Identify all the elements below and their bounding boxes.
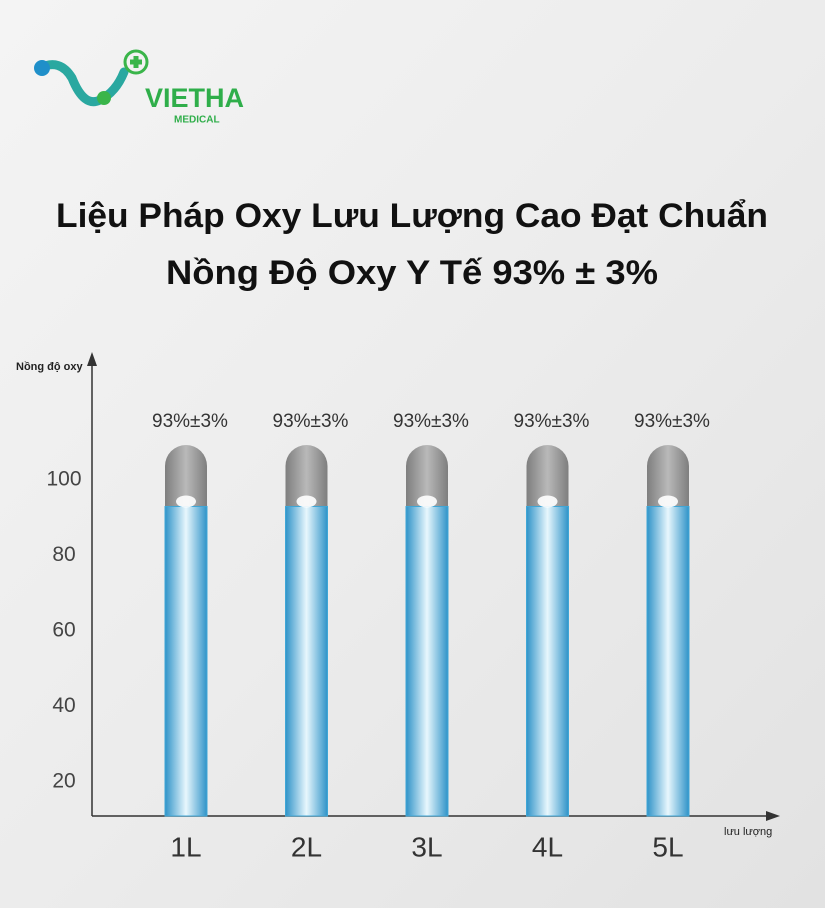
value-label: 93%±3% <box>634 411 710 432</box>
logo-name: VIETHA <box>145 83 244 113</box>
bar <box>405 505 449 817</box>
x-axis-arrow <box>766 811 780 821</box>
chart-subtitle: Nồng Độ Oxy Y Tế 93% ± 3% <box>166 254 658 292</box>
bar <box>164 505 208 817</box>
x-axis-label: lưu lượng <box>724 826 772 838</box>
value-label: 93%±3% <box>393 411 469 432</box>
bar <box>285 505 328 817</box>
x-tick-label: 2L <box>291 831 322 862</box>
bar-glow <box>658 495 678 508</box>
logo-sub: MEDICAL <box>174 115 220 126</box>
bar-glow <box>537 495 558 508</box>
chart-title: Liệu Pháp Oxy Lưu Lượng Cao Đạt Chuẩn <box>56 197 768 235</box>
bar <box>526 505 569 817</box>
y-tick-label: 20 <box>52 770 75 793</box>
x-tick-label: 1L <box>170 831 201 862</box>
bar <box>646 505 690 817</box>
y-tick-label: 80 <box>52 543 75 566</box>
x-tick-label: 4L <box>532 831 563 862</box>
value-label: 93%±3% <box>273 411 349 432</box>
y-tick-label: 100 <box>46 468 81 491</box>
y-axis-label: Nồng độ oxy <box>16 361 83 373</box>
x-tick-label: 3L <box>411 831 442 862</box>
y-tick-label: 40 <box>52 694 75 717</box>
value-label: 93%±3% <box>514 411 590 432</box>
logo: VIETHA MEDICAL <box>34 49 244 126</box>
bar-glow <box>176 495 196 508</box>
x-tick-label: 5L <box>652 831 683 862</box>
y-tick-label: 60 <box>52 619 75 642</box>
value-label: 93%±3% <box>152 411 228 432</box>
bar-glow <box>417 495 437 508</box>
bar-glow <box>296 495 317 508</box>
y-axis-arrow <box>87 352 97 366</box>
